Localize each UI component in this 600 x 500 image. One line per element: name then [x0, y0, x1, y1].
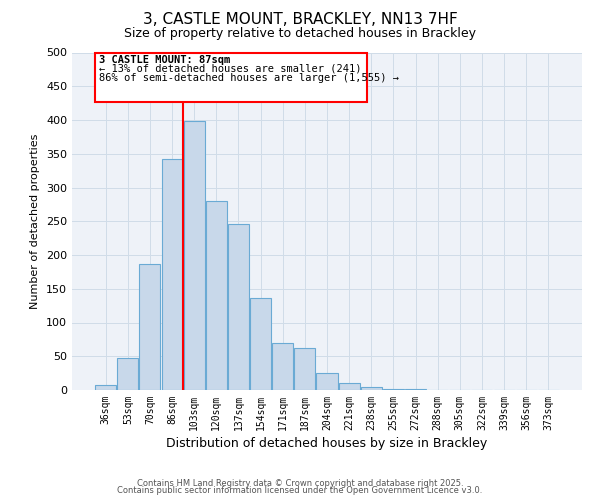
Text: ← 13% of detached houses are smaller (241): ← 13% of detached houses are smaller (24… — [100, 64, 362, 74]
Bar — [272, 343, 293, 390]
Text: Contains HM Land Registry data © Crown copyright and database right 2025.: Contains HM Land Registry data © Crown c… — [137, 478, 463, 488]
Bar — [383, 388, 404, 390]
Bar — [338, 383, 359, 390]
Bar — [118, 358, 139, 390]
Bar — [250, 298, 271, 390]
Text: 86% of semi-detached houses are larger (1,555) →: 86% of semi-detached houses are larger (… — [100, 72, 400, 83]
Bar — [184, 122, 205, 390]
Text: Size of property relative to detached houses in Brackley: Size of property relative to detached ho… — [124, 28, 476, 40]
Bar — [316, 373, 338, 390]
X-axis label: Distribution of detached houses by size in Brackley: Distribution of detached houses by size … — [166, 437, 488, 450]
Bar — [295, 348, 316, 390]
Bar — [161, 159, 182, 390]
Text: 3, CASTLE MOUNT, BRACKLEY, NN13 7HF: 3, CASTLE MOUNT, BRACKLEY, NN13 7HF — [143, 12, 457, 28]
FancyBboxPatch shape — [95, 52, 367, 102]
Bar — [361, 386, 382, 390]
Text: Contains public sector information licensed under the Open Government Licence v3: Contains public sector information licen… — [118, 486, 482, 495]
Y-axis label: Number of detached properties: Number of detached properties — [31, 134, 40, 309]
Bar — [95, 384, 116, 390]
Bar — [206, 201, 227, 390]
Bar — [228, 224, 249, 390]
Text: 3 CASTLE MOUNT: 87sqm: 3 CASTLE MOUNT: 87sqm — [100, 55, 231, 65]
Bar — [139, 264, 160, 390]
